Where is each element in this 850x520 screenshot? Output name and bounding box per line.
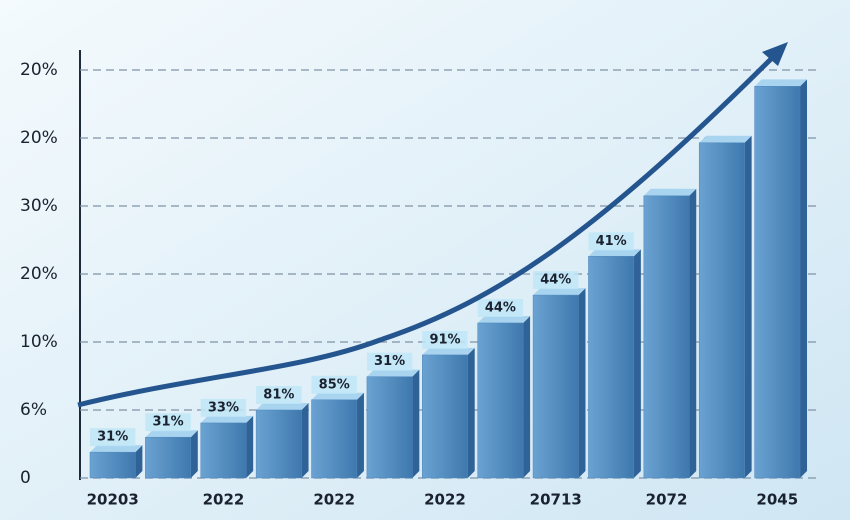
value-label: 44% — [485, 300, 516, 315]
bar — [422, 354, 468, 479]
bar-side — [800, 79, 808, 478]
x-tick-label: 2022 — [313, 491, 355, 509]
trend-arrow — [77, 48, 782, 408]
label-box — [256, 386, 302, 404]
y-tick-label: 20% — [20, 264, 58, 284]
x-tick-label: 20203 — [87, 491, 139, 509]
bar — [255, 409, 302, 479]
bar-side — [412, 369, 420, 478]
y-tick-label: 20% — [20, 60, 58, 80]
y-tick-label: 10% — [20, 332, 58, 352]
label-box — [477, 298, 524, 317]
y-tick-label: 30% — [20, 196, 58, 216]
label-box — [588, 232, 634, 251]
bar — [643, 195, 690, 479]
arrow-head — [762, 42, 788, 66]
bar — [366, 376, 413, 479]
bar — [311, 399, 358, 479]
bar-side — [633, 249, 641, 478]
bar-top — [145, 430, 198, 438]
x-tick-label: 2072 — [646, 491, 688, 509]
value-label: 85% — [319, 377, 350, 392]
value-label: 31% — [97, 430, 128, 445]
bar-top — [200, 415, 254, 423]
bar-side — [523, 315, 531, 478]
bar-top — [477, 315, 531, 323]
bar-side — [190, 430, 198, 478]
label-box — [145, 413, 191, 432]
x-tick-label: 2045 — [756, 491, 798, 509]
y-tick-label: 20% — [20, 128, 58, 148]
label-box — [422, 330, 468, 349]
bar-top — [422, 347, 475, 355]
value-label: 33% — [208, 400, 239, 415]
bar-side — [135, 445, 143, 478]
bar-side — [578, 288, 586, 478]
bar — [477, 322, 524, 479]
x-tick-label: 20713 — [530, 491, 582, 509]
bar-top — [754, 79, 808, 87]
bar-top — [588, 249, 641, 257]
bar — [532, 294, 579, 479]
bar-side — [356, 392, 364, 478]
bar — [200, 422, 247, 479]
bar-side — [246, 415, 254, 478]
plot: 0 6% 10% 20% 30% 20% 20% 20203 31% 31% 2022 33% 81% 2… — [20, 60, 820, 509]
bar-top — [533, 288, 586, 296]
bar-top — [643, 188, 697, 196]
label-box — [89, 428, 136, 447]
value-label: 44% — [540, 273, 571, 288]
bar — [754, 86, 801, 479]
bar — [698, 142, 745, 479]
label-box — [533, 271, 579, 290]
bar-side — [744, 135, 752, 478]
bar-top — [699, 135, 752, 143]
value-label: 41% — [596, 234, 627, 249]
bar — [588, 256, 635, 479]
value-label: 31% — [374, 354, 405, 369]
label-box — [366, 352, 413, 371]
bar-top — [311, 392, 364, 400]
bar — [145, 436, 192, 479]
value-label: 81% — [263, 388, 294, 403]
value-label: 31% — [153, 415, 184, 430]
bar-top — [89, 445, 143, 453]
bar — [89, 451, 136, 479]
bar-side — [301, 403, 309, 478]
y-tick-label: 6% — [20, 400, 47, 420]
x-tick-label: 2022 — [203, 491, 245, 509]
x-tick-label: 2022 — [424, 491, 466, 509]
bar-side — [467, 347, 475, 478]
bar-top — [256, 403, 309, 410]
y-tick-label: 0 — [20, 468, 31, 488]
bar-top — [366, 369, 420, 377]
value-label: 91% — [429, 332, 460, 347]
label-box — [311, 375, 357, 394]
bar-side — [689, 188, 697, 479]
label-box — [200, 398, 247, 417]
